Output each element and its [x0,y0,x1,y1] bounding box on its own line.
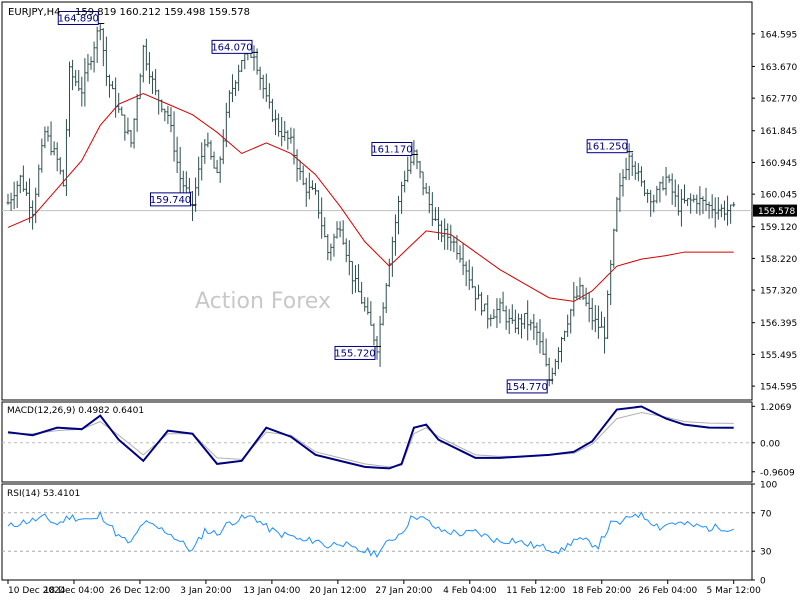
macd-signal-line [8,412,734,468]
price-tick-label: 164.595 [760,30,797,40]
macd-title: MACD(12,26,9) 0.4982 0.6401 [7,406,144,416]
time-tick-label: 11 Feb 12:00 [506,586,565,596]
last-price-tag [753,204,797,217]
price-tick-label: 155.495 [760,351,797,361]
time-tick-label: 4 Feb 04:00 [443,586,497,596]
rsi-tick-label: 30 [760,548,772,558]
macd-tick-label: 0.00 [760,439,780,449]
time-tick-label: 27 Jan 20:00 [375,586,432,596]
time-tick-label: 26 Dec 12:00 [110,586,171,596]
watermark: Action Forex [195,289,331,314]
swing-label-box [506,379,548,394]
swing-label-text: 155.720 [334,348,375,359]
swing-label-box [211,39,253,54]
swing-label-text: 161.170 [371,145,412,156]
macd-line [7,405,734,470]
price-tick-label: 160.945 [760,159,797,169]
rsi-tick-label: 100 [760,481,777,491]
panel-frame-macd [1,401,753,483]
price-tick-label: 163.670 [760,63,797,73]
panel-frame-main [1,1,753,401]
time-tick-label: 26 Feb 04:00 [638,586,697,596]
rsi-title: RSI(14) 53.4101 [7,489,80,499]
swing-label-text: 154.770 [507,382,548,393]
rsi-tick-label: 0 [760,577,766,587]
time-tick-label: 18 Dec 04:00 [44,586,105,596]
swing-label-text: 164.070 [211,42,252,53]
time-tick-label: 5 Mar 12:00 [707,586,762,596]
swing-label-text: 164.890 [58,13,99,24]
ohlc-readout: 159.819 160.212 159.498 159.578 [75,7,250,18]
price-tick-label: 160.045 [760,191,797,201]
rsi-tick-label: 70 [760,509,772,519]
swing-label-text: 159.740 [150,195,191,206]
price-tick-label: 154.595 [760,383,797,393]
rsi-line [7,510,734,558]
time-tick-label: 10 Dec 2024 [8,586,66,596]
time-tick-label: 18 Feb 20:00 [572,586,631,596]
panel-frame-rsi [1,483,753,581]
time-tick-label: 3 Jan 20:00 [180,586,232,596]
last-price-label: 159.578 [758,207,795,217]
price-tick-label: 157.320 [760,287,797,297]
time-tick-label: 13 Jan 04:00 [243,586,300,596]
price-tick-label: 161.845 [760,127,797,137]
time-tick-label: 20 Jan 12:00 [309,586,366,596]
macd-tick-label: -0.9609 [760,468,795,478]
price-tick-label: 158.220 [760,255,797,265]
macd-tick-label: 1.2069 [760,403,792,413]
symbol-timeframe: EURJPY,H4 [8,7,61,18]
swing-label-box [150,192,191,207]
swing-label-box [57,10,99,25]
swing-label-text: 161.250 [586,142,627,153]
moving-average-line [7,93,734,302]
swing-label-box [371,142,413,157]
price-tick-label: 162.770 [760,95,797,105]
swing-label-box [586,139,628,154]
swing-label-box [334,345,376,360]
price-tick-label: 156.395 [760,319,797,329]
price-tick-label: 159.120 [760,223,797,233]
